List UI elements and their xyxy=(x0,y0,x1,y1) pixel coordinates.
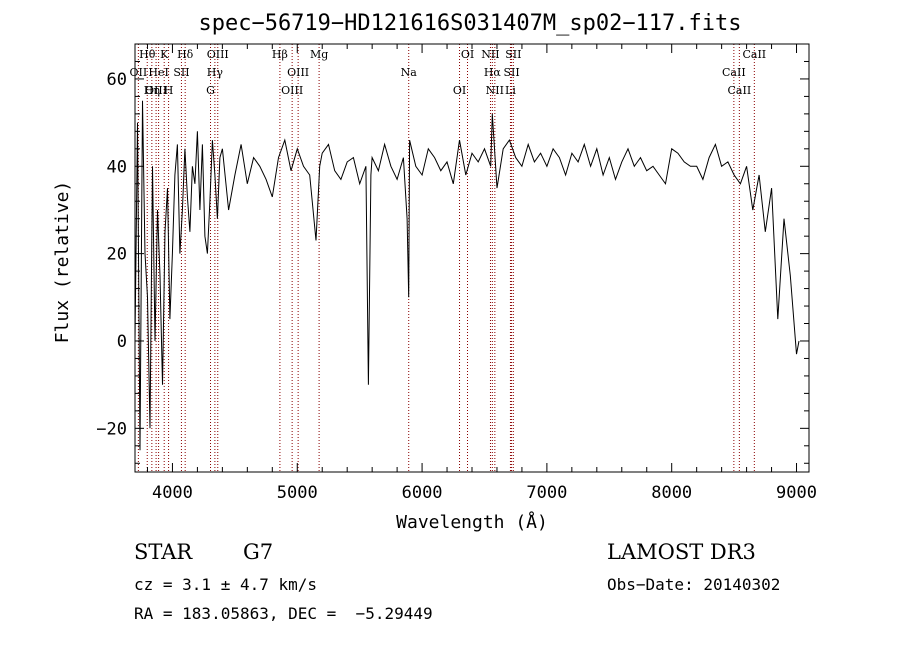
object-subclass: G7 xyxy=(243,540,274,564)
x-tick-label: 7000 xyxy=(526,483,567,503)
chart-title: spec−56719−HD121616S031407M_sp02−117.fit… xyxy=(198,11,741,36)
spectral-line-label: OIII xyxy=(287,66,309,79)
plot-frame xyxy=(134,43,810,473)
spectral-line-label: H xyxy=(164,84,174,97)
x-tick-label: 4000 xyxy=(152,483,193,503)
redshift-cz: cz = 3.1 ± 4.7 km/s xyxy=(134,575,318,594)
coordinates: RA = 183.05863, DEC = −5.29449 xyxy=(134,604,433,623)
spectral-line-label: Li xyxy=(505,84,516,97)
spectral-line-label: NII xyxy=(481,48,499,61)
y-tick-label: 40 xyxy=(107,157,127,177)
spectral-line-markers xyxy=(137,44,755,472)
spectral-line-label: Na xyxy=(401,66,418,79)
spectral-line-label: Hθ xyxy=(139,48,156,61)
x-axis-ticks: 4000 5000 6000 7000 8000 9000 xyxy=(146,44,817,503)
spectral-line-label: OI xyxy=(453,84,466,97)
spectral-line-label: OII xyxy=(130,66,148,79)
observation-date: Obs−Date: 20140302 xyxy=(607,575,781,594)
x-tick-label: 8000 xyxy=(651,483,692,503)
spectral-line-label: SII xyxy=(505,48,521,61)
spectral-line-label: OI xyxy=(461,48,474,61)
x-axis-label: Wavelength (Å) xyxy=(396,511,548,533)
spectral-line-label: Hβ xyxy=(272,48,288,61)
y-axis-ticks: −20 0 20 40 60 xyxy=(96,43,809,464)
spectral-line-label: CaII xyxy=(728,84,752,97)
spectral-line-label: OIII xyxy=(207,48,229,61)
spectral-line-label: K xyxy=(160,48,169,61)
y-axis-label: Flux (relative) xyxy=(52,181,73,344)
x-tick-label: 9000 xyxy=(776,483,817,503)
spectral-line-label: NII xyxy=(486,84,504,97)
spectral-line-label: Hα xyxy=(484,66,502,79)
spectral-line-label: SII xyxy=(173,66,189,79)
spectral-line-label: HeI xyxy=(148,66,168,79)
spectral-line-label: Hδ xyxy=(177,48,194,61)
object-class: STAR xyxy=(134,540,193,564)
spectral-line-label: Hγ xyxy=(207,66,224,79)
y-tick-label: 20 xyxy=(107,245,127,265)
survey-name: LAMOST DR3 xyxy=(607,540,756,564)
spectrum-line xyxy=(134,100,800,451)
spectral-line-label: CaII xyxy=(742,48,766,61)
spectral-line-label: SII xyxy=(503,66,519,79)
y-tick-label: −20 xyxy=(96,419,127,439)
x-tick-label: 6000 xyxy=(402,483,443,503)
x-tick-label: 5000 xyxy=(277,483,318,503)
spectral-line-label: Hη xyxy=(144,84,160,97)
y-tick-label: 0 xyxy=(117,332,127,352)
spectral-line-label: CaII xyxy=(722,66,746,79)
spectral-line-label: OIII xyxy=(281,84,303,97)
y-tick-label: 60 xyxy=(107,70,127,90)
spectral-line-label: OIII xyxy=(145,84,167,97)
spectral-line-labels: HθOIIOIIIKHeIHηHδSIIHOIIIHγGHβOIIIOIIIMg… xyxy=(130,48,767,97)
spectral-line-label: G xyxy=(206,84,215,97)
spectral-line-label: Mg xyxy=(310,48,328,61)
